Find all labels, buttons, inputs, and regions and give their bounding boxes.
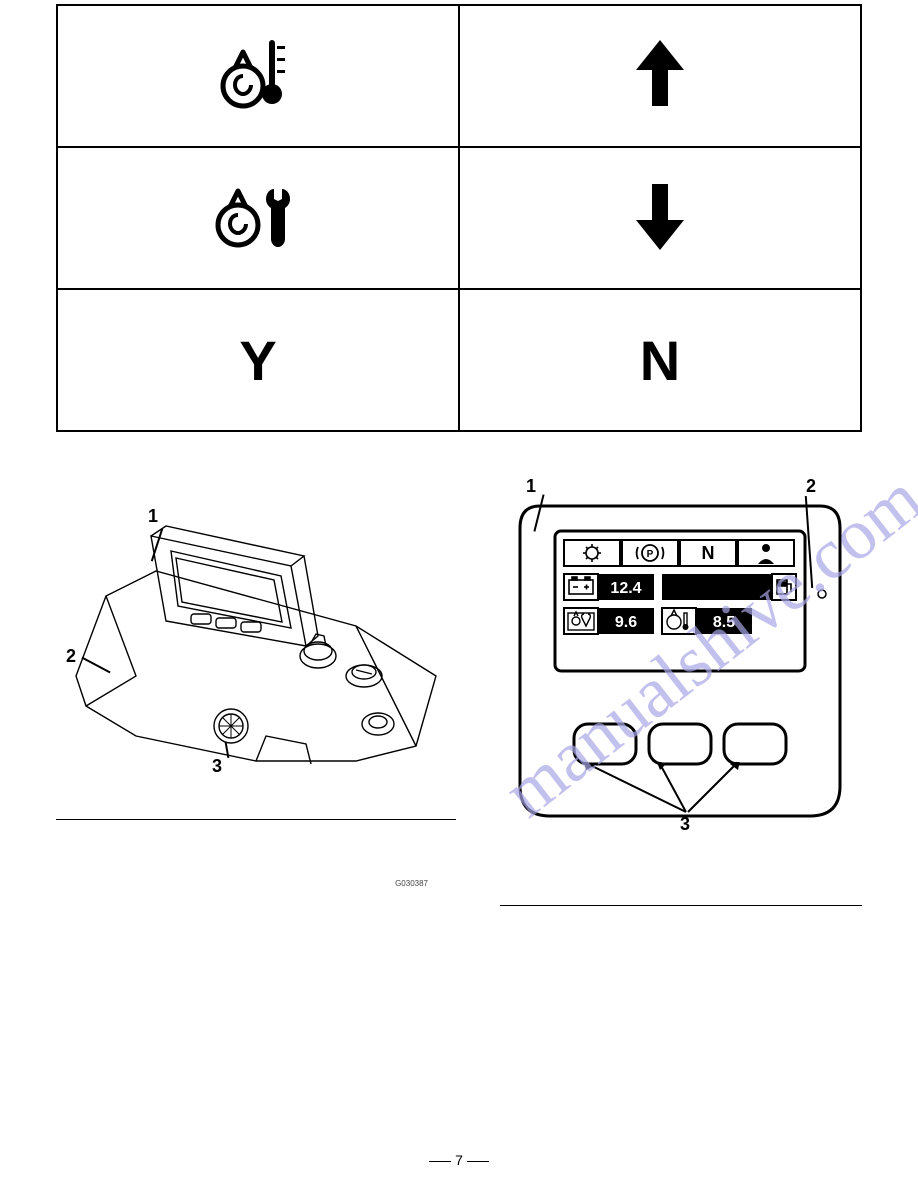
figure-display: P N 12.4: [480, 476, 862, 924]
letter-n: N: [640, 329, 680, 392]
neutral-indicator: N: [702, 543, 715, 563]
hours-left: 9.6: [615, 614, 637, 631]
hours-right: 8.5: [713, 614, 735, 631]
figure-divider-right: [500, 905, 862, 906]
cell-arrow-up: [459, 5, 861, 147]
cell-oil-service: [57, 147, 459, 289]
arrow-up-icon: [632, 36, 688, 112]
battery-value: 12.4: [610, 580, 641, 597]
arrow-down-icon: [632, 178, 688, 254]
cell-oil-temp: [57, 5, 459, 147]
callout-1: 1: [148, 506, 158, 527]
console-illustration: [56, 476, 456, 786]
cell-arrow-down: [459, 147, 861, 289]
cell-yes: Y: [57, 289, 459, 431]
part-number: G030387: [395, 879, 428, 888]
callout-r2: 2: [806, 476, 816, 497]
callout-2: 2: [66, 646, 76, 667]
oil-service-icon: [210, 177, 306, 255]
oil-temp-icon: [215, 32, 301, 116]
figure-divider-left: [56, 819, 456, 820]
callout-3: 3: [212, 756, 222, 777]
callout-r1: 1: [526, 476, 536, 497]
symbol-table: Y N: [56, 4, 862, 432]
figure-console: 1 2 3 G030387: [56, 476, 456, 924]
page-number: 7: [425, 1152, 493, 1168]
cell-no: N: [459, 289, 861, 431]
letter-y: Y: [239, 329, 276, 392]
svg-text:P: P: [647, 549, 654, 560]
